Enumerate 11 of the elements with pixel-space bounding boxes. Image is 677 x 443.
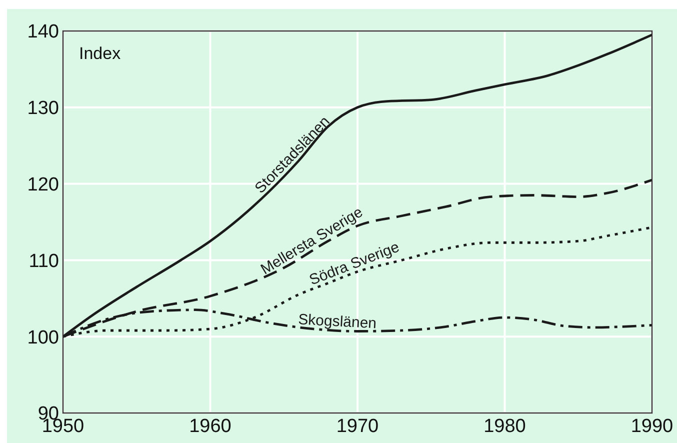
series-label: Skogslänen	[298, 311, 377, 332]
y-tick-label: 130	[27, 98, 59, 120]
y-tick-label: 110	[28, 250, 59, 272]
y-tick-label: 120	[27, 174, 59, 196]
x-tick-label: 1990	[630, 416, 674, 437]
y-axis-title: Index	[79, 44, 122, 63]
x-tick-label: 1960	[189, 416, 232, 437]
y-tick-label: 100	[27, 327, 59, 348]
x-tick-label: 1980	[484, 416, 526, 437]
x-tick-label: 1970	[336, 416, 379, 437]
y-tick-label: 140	[27, 22, 59, 43]
